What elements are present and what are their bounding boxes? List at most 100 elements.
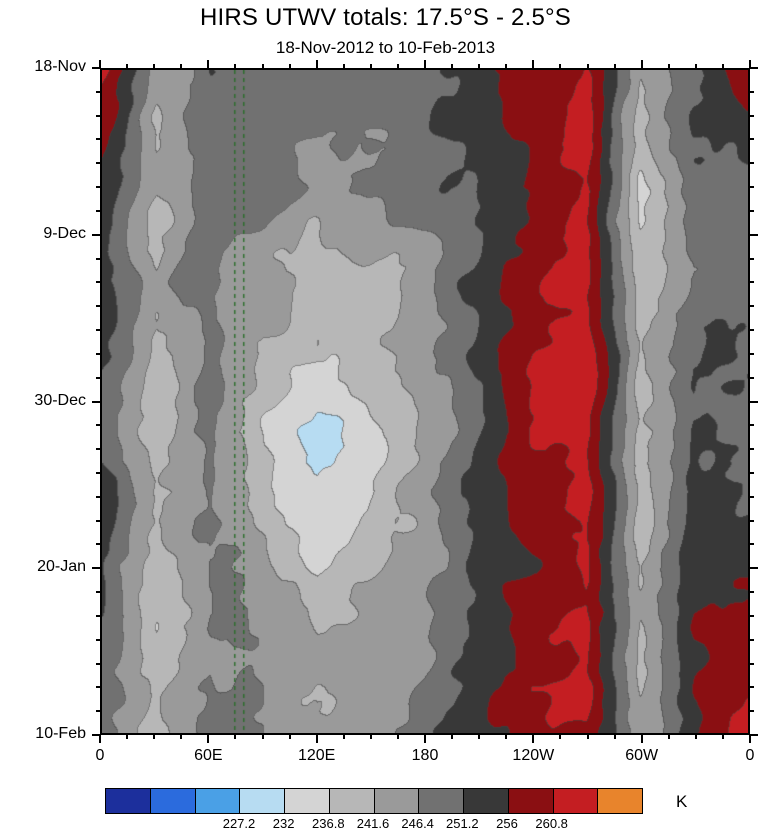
y-minor-tick [750, 614, 754, 617]
colorbar-box [195, 789, 241, 813]
x-minor-tick [694, 735, 697, 739]
x-major-tick [99, 60, 101, 68]
x-tick-label: 60E [194, 747, 223, 764]
y-minor-tick [96, 471, 100, 474]
x-minor-tick [478, 64, 481, 68]
y-minor-tick [750, 305, 754, 308]
x-minor-tick [451, 64, 454, 68]
x-minor-tick [288, 735, 291, 739]
x-minor-tick [667, 735, 670, 739]
x-minor-tick [342, 735, 345, 739]
y-minor-tick [96, 710, 100, 713]
y-major-tick [92, 233, 100, 236]
plot-subtitle: 18-Nov-2012 to 10-Feb-2013 [275, 38, 496, 57]
colorbar-tick-label: 227.2 [222, 816, 256, 830]
x-minor-tick [234, 64, 237, 68]
x-major-tick [532, 735, 535, 743]
colorbar-box [508, 789, 554, 813]
y-minor-tick [96, 138, 100, 141]
y-major-tick [92, 400, 100, 403]
y-minor-tick [96, 305, 100, 308]
y-minor-tick [750, 662, 754, 665]
y-minor-tick [96, 90, 100, 93]
x-tick-label: 60W [625, 747, 659, 764]
x-major-tick [749, 735, 751, 743]
y-minor-tick [750, 281, 754, 284]
x-major-tick [640, 60, 643, 68]
x-minor-tick [369, 735, 372, 739]
y-minor-tick [96, 424, 100, 427]
y-minor-tick [750, 329, 754, 332]
x-minor-tick [694, 64, 697, 68]
x-minor-tick [180, 64, 183, 68]
y-major-tick [92, 567, 100, 570]
y-minor-tick [750, 186, 754, 189]
y-minor-tick [96, 114, 100, 117]
x-major-tick [749, 60, 751, 68]
x-minor-tick [721, 735, 724, 739]
x-major-tick [315, 735, 318, 743]
contour-field-canvas [102, 70, 748, 733]
y-minor-tick [750, 257, 754, 260]
y-minor-tick [96, 519, 100, 522]
x-minor-tick [180, 735, 183, 739]
y-major-tick [750, 67, 758, 69]
y-tick-label: 30-Dec [34, 391, 86, 409]
y-minor-tick [96, 686, 100, 689]
x-tick-label: 120W [512, 747, 555, 764]
y-major-tick [750, 734, 758, 736]
x-minor-tick [261, 735, 264, 739]
y-minor-tick [750, 162, 754, 165]
x-minor-tick [478, 735, 481, 739]
x-minor-tick [505, 64, 508, 68]
y-minor-tick [750, 209, 754, 212]
x-major-tick [424, 735, 426, 743]
y-minor-tick [750, 686, 754, 689]
y-minor-tick [750, 543, 754, 546]
x-minor-tick [505, 735, 508, 739]
y-minor-tick [96, 376, 100, 379]
y-major-tick [750, 567, 758, 570]
y-tick-label: 18-Nov [34, 58, 86, 75]
colorbar-tick-label: 256 [496, 816, 518, 830]
x-minor-tick [451, 735, 454, 739]
x-major-tick [424, 60, 426, 68]
x-minor-tick [342, 64, 345, 68]
y-major-tick [750, 233, 758, 236]
colorbar-box [329, 789, 375, 813]
colorbar-unit: K [676, 792, 688, 811]
y-minor-tick [96, 352, 100, 355]
y-minor-tick [750, 90, 754, 93]
y-minor-tick [96, 591, 100, 594]
colorbar-tick-label: 232 [272, 816, 295, 830]
colorbar-box [285, 789, 330, 813]
y-minor-tick [96, 448, 100, 451]
colorbar-box [419, 789, 464, 813]
x-minor-tick [261, 64, 264, 68]
y-minor-tick [750, 352, 754, 355]
x-minor-tick [126, 64, 129, 68]
y-minor-tick [96, 257, 100, 260]
colorbar [105, 788, 643, 814]
x-major-tick [207, 60, 210, 68]
x-minor-tick [153, 64, 156, 68]
y-minor-tick [750, 114, 754, 117]
plot-frame [100, 68, 750, 735]
y-major-tick [750, 400, 758, 403]
colorbar-tick-label: 236.8 [312, 816, 345, 830]
colorbar-tick-label: 251.2 [446, 816, 479, 830]
x-major-tick [532, 60, 535, 68]
x-major-tick [207, 735, 210, 743]
x-tick-label: 0 [95, 747, 105, 764]
y-minor-tick [750, 471, 754, 474]
colorbar-box [240, 789, 285, 813]
x-tick-label: 0 [745, 747, 755, 764]
y-minor-tick [96, 543, 100, 546]
y-minor-tick [750, 448, 754, 451]
page-title: HIRS UTWV totals: 17.5°S - 2.5°S [199, 4, 572, 31]
x-major-tick [99, 735, 101, 743]
y-tick-label: 20-Jan [37, 558, 86, 576]
x-minor-tick [559, 735, 562, 739]
y-minor-tick [96, 329, 100, 332]
